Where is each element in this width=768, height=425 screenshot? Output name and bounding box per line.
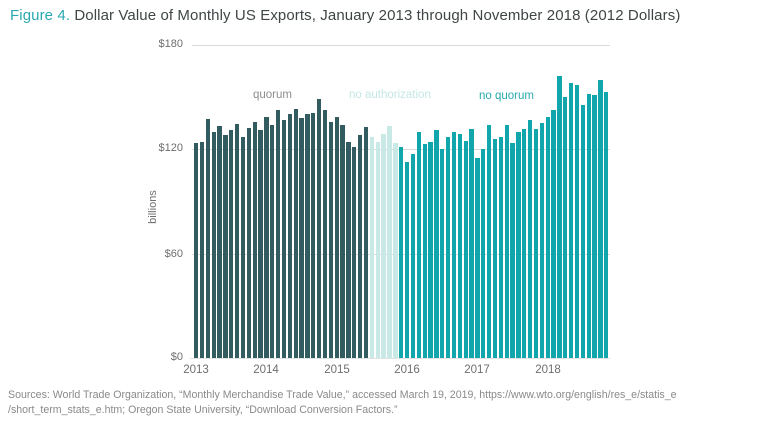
bar-no-quorum <box>592 94 597 358</box>
x-tick-2014: 2014 <box>253 364 279 376</box>
bar-no-quorum <box>574 85 580 358</box>
bar-quorum <box>264 117 269 358</box>
y-tick-180: $180 <box>158 38 183 50</box>
segment-label-quorum: quorum <box>253 89 292 101</box>
bar-quorum <box>270 125 275 358</box>
bar-quorum <box>199 141 205 358</box>
bar-no-quorum <box>557 76 562 358</box>
bar-no-quorum <box>399 146 404 358</box>
bar-quorum <box>223 135 228 358</box>
bar-quorum <box>346 141 351 358</box>
bar-no-quorum <box>451 131 457 358</box>
bar-quorum <box>328 121 334 358</box>
bar-quorum <box>258 130 263 358</box>
bar-quorum <box>311 112 316 358</box>
bar-quorum <box>246 127 252 358</box>
bar-no-quorum <box>434 130 439 358</box>
bar-quorum <box>211 131 216 358</box>
sources-note: Sources: World Trade Organization, “Mont… <box>8 388 758 418</box>
bar-no-quorum <box>545 117 550 358</box>
x-tick-2015: 2015 <box>324 364 350 376</box>
bar-no-quorum <box>510 143 515 358</box>
plot-area <box>190 45 610 359</box>
bar-no-quorum <box>598 79 603 358</box>
bar-no-quorum <box>568 83 574 358</box>
bar-quorum <box>281 119 287 358</box>
bar-quorum <box>229 130 234 358</box>
figure-title: Figure 4. Dollar Value of Monthly US Exp… <box>10 7 680 24</box>
bar-no-authorization <box>387 125 392 358</box>
bar-quorum <box>194 143 199 358</box>
bar-no-quorum <box>475 158 480 358</box>
bar-no-authorization <box>381 133 386 358</box>
bar-quorum <box>287 113 293 358</box>
bar-no-quorum <box>504 125 509 358</box>
bar-no-quorum <box>428 141 433 358</box>
bar-no-quorum <box>492 138 498 358</box>
bar-no-quorum <box>410 153 416 358</box>
bar-quorum <box>293 109 298 358</box>
bar-no-quorum <box>604 91 609 358</box>
sources-line-2: /short_term_stats_e.htm; Oregon State Un… <box>8 404 398 416</box>
bar-no-quorum <box>522 128 527 358</box>
bar-quorum <box>252 122 257 358</box>
bar-quorum <box>276 110 281 358</box>
y-axis-label: billions <box>147 190 159 224</box>
bar-no-quorum <box>516 131 521 358</box>
bar-quorum <box>305 113 310 358</box>
bar-quorum <box>363 126 369 358</box>
bar-quorum <box>322 110 328 358</box>
bar-no-quorum <box>481 148 486 358</box>
segment-label-no-quorum: no quorum <box>479 90 534 102</box>
bar-no-quorum <box>422 144 427 358</box>
x-tick-2016: 2016 <box>394 364 420 376</box>
bar-no-quorum <box>551 110 556 358</box>
bar-no-quorum <box>404 162 410 358</box>
bar-quorum <box>217 125 222 358</box>
bar-no-quorum <box>533 128 539 358</box>
bar-quorum <box>358 135 363 358</box>
bar-no-quorum <box>445 137 451 358</box>
bar-quorum <box>334 117 339 358</box>
bar-no-quorum <box>463 140 468 358</box>
bar-quorum <box>340 125 345 358</box>
x-tick-2018: 2018 <box>535 364 561 376</box>
bar-no-quorum <box>416 131 421 358</box>
bar-quorum <box>235 124 240 358</box>
gridline-180 <box>192 45 610 46</box>
bar-quorum <box>352 146 357 358</box>
bar-no-quorum <box>539 123 544 358</box>
bar-no-quorum <box>580 105 585 358</box>
x-tick-2013: 2013 <box>183 364 209 376</box>
bar-no-authorization <box>375 141 380 358</box>
y-tick-60: $60 <box>164 248 183 260</box>
y-tick-0: $0 <box>170 351 183 363</box>
bar-no-quorum <box>586 93 591 358</box>
bar-no-authorization <box>393 143 398 358</box>
bar-no-quorum <box>498 137 503 358</box>
bar-no-quorum <box>457 133 462 358</box>
bar-quorum <box>205 118 211 358</box>
figure-number-label: Figure 4. <box>10 7 71 24</box>
bar-quorum <box>299 118 304 358</box>
bar-no-quorum <box>563 97 568 358</box>
bar-no-quorum <box>469 128 474 358</box>
sources-line-1: Sources: World Trade Organization, “Mont… <box>8 389 677 401</box>
figure-title-text: Dollar Value of Monthly US Exports, Janu… <box>70 7 681 24</box>
bar-quorum <box>317 98 322 358</box>
bar-no-quorum <box>486 125 492 358</box>
bar-no-authorization <box>369 137 375 358</box>
bar-no-quorum <box>527 119 533 358</box>
segment-label-no-authorization: no authorization <box>349 89 431 101</box>
bar-quorum <box>240 137 246 358</box>
x-axis-baseline <box>190 358 610 359</box>
bar-no-quorum <box>440 148 445 358</box>
y-tick-120: $120 <box>158 142 183 154</box>
x-tick-2017: 2017 <box>464 364 490 376</box>
